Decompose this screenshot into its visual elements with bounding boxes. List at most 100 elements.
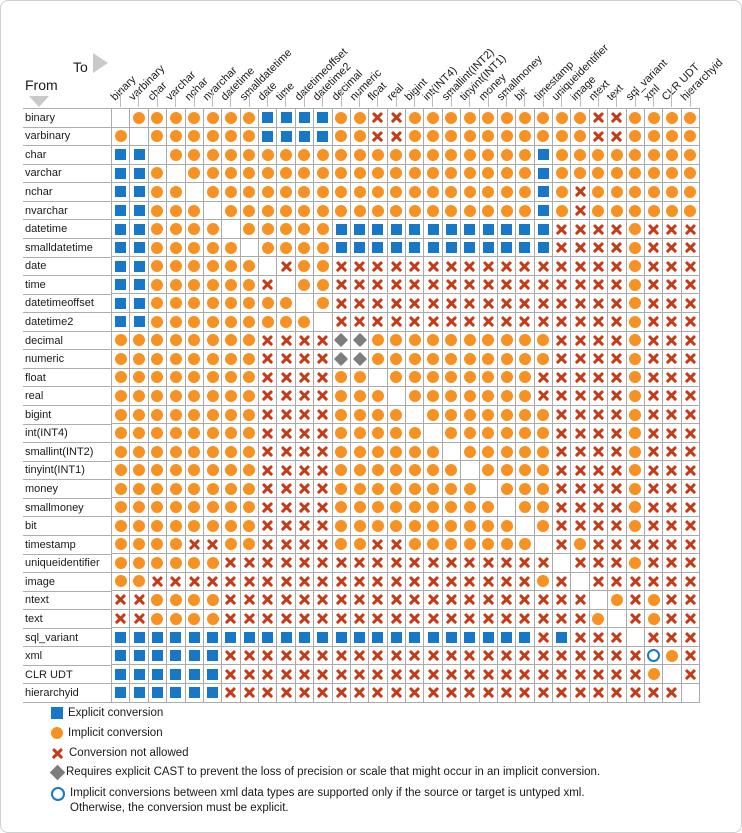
implicit-conversion-icon — [518, 482, 531, 495]
conversion-not-allowed-icon — [684, 223, 697, 236]
matrix-cell — [534, 220, 552, 238]
conversion-not-allowed-icon — [482, 556, 495, 569]
matrix-cell — [112, 498, 130, 517]
matrix-cell — [240, 127, 258, 146]
implicit-conversion-icon — [224, 482, 237, 495]
explicit-conversion-icon — [115, 260, 127, 272]
matrix-cell — [167, 461, 185, 479]
implicit-conversion-icon — [371, 334, 384, 347]
matrix-cell — [240, 665, 258, 683]
implicit-conversion-icon — [243, 148, 256, 161]
implicit-conversion-icon — [390, 334, 403, 347]
matrix-cell — [424, 275, 442, 294]
matrix-cell — [571, 146, 589, 164]
matrix-cell — [571, 368, 589, 387]
matrix-cell — [608, 220, 626, 238]
implicit-conversion-icon — [665, 185, 678, 198]
col-tick — [303, 87, 305, 107]
conversion-not-allowed-icon — [224, 686, 237, 699]
matrix-cell — [681, 164, 699, 183]
matrix-cell — [534, 405, 552, 424]
implicit-conversion-icon — [261, 241, 274, 254]
matrix-cell — [350, 201, 369, 220]
matrix-cell — [369, 628, 387, 646]
matrix-cell — [497, 628, 516, 646]
matrix-cell — [332, 405, 350, 424]
matrix-cell — [369, 479, 387, 498]
matrix-cell — [332, 665, 350, 683]
conversion-not-allowed-icon — [280, 371, 293, 384]
conversion-not-allowed-icon — [574, 297, 587, 310]
matrix-cell — [369, 683, 387, 702]
conversion-not-allowed-icon — [610, 464, 623, 477]
row-label-tinyint(INT1): tinyint(INT1) — [23, 462, 111, 481]
conversion-not-allowed-icon — [371, 612, 384, 625]
matrix-cell — [112, 238, 130, 257]
matrix-cell — [571, 275, 589, 294]
explicit-conversion-icon — [170, 650, 182, 662]
conversion-not-allowed-icon — [445, 668, 458, 681]
matrix-cell — [571, 646, 589, 665]
implicit-conversion-icon — [408, 185, 421, 198]
row-label-date: date — [23, 258, 111, 277]
matrix-cell — [332, 368, 350, 387]
conversion-not-allowed-icon — [261, 389, 274, 402]
implicit-conversion-icon — [463, 482, 476, 495]
matrix-cell — [167, 146, 185, 164]
matrix-cell — [516, 257, 534, 275]
matrix-cell — [442, 461, 461, 479]
matrix-cell — [644, 294, 663, 313]
implicit-conversion-icon — [353, 501, 366, 514]
to-arrow-icon — [93, 53, 108, 73]
conversion-not-allowed-icon — [610, 482, 623, 495]
matrix-cell — [387, 628, 405, 646]
matrix-cell — [534, 683, 552, 702]
matrix-cell — [222, 665, 240, 683]
conversion-not-allowed-icon — [316, 334, 329, 347]
matrix-cell — [589, 275, 608, 294]
matrix-cell — [350, 294, 369, 313]
matrix-cell — [185, 498, 203, 517]
implicit-conversion-icon — [114, 501, 127, 514]
implicit-conversion-icon — [206, 519, 219, 532]
implicit-conversion-icon — [518, 130, 531, 143]
implicit-conversion-icon — [188, 111, 201, 124]
conversion-not-allowed-icon — [592, 427, 605, 440]
matrix-cell — [387, 331, 405, 350]
matrix-cell — [295, 238, 314, 257]
matrix-cell — [424, 405, 442, 424]
conversion-not-allowed-icon — [371, 130, 384, 143]
conversion-not-allowed-icon — [261, 464, 274, 477]
matrix-cell — [608, 442, 626, 461]
matrix-cell — [479, 517, 497, 535]
matrix-cell — [350, 646, 369, 665]
explicit-conversion-icon — [188, 668, 200, 680]
implicit-conversion-icon — [647, 668, 660, 681]
matrix-cell — [387, 127, 405, 146]
matrix-cell — [553, 313, 571, 331]
matrix-cell — [332, 313, 350, 331]
matrix-cell — [240, 164, 258, 183]
conversion-not-allowed-icon — [427, 556, 440, 569]
conversion-not-allowed-icon — [500, 260, 513, 273]
implicit-conversion-icon — [463, 389, 476, 402]
matrix-cell — [461, 424, 479, 442]
row-label-nchar: nchar — [23, 183, 111, 202]
conversion-not-allowed-icon — [592, 130, 605, 143]
conversion-not-allowed-icon — [463, 315, 476, 328]
matrix-cell — [222, 609, 240, 628]
implicit-conversion-icon — [555, 167, 568, 180]
implicit-conversion-icon — [298, 204, 311, 217]
matrix-cell — [681, 609, 699, 628]
matrix-cell — [663, 572, 681, 591]
explicit-conversion-icon — [335, 223, 347, 235]
matrix-cell — [222, 405, 240, 424]
conversion-not-allowed-icon — [261, 612, 274, 625]
matrix-cell — [314, 554, 332, 572]
implicit-conversion-icon — [151, 371, 164, 384]
matrix-cell — [314, 405, 332, 424]
matrix-cell — [442, 442, 461, 461]
explicit-conversion-icon — [151, 687, 163, 699]
matrix-cell — [479, 405, 497, 424]
matrix-cell — [332, 146, 350, 164]
